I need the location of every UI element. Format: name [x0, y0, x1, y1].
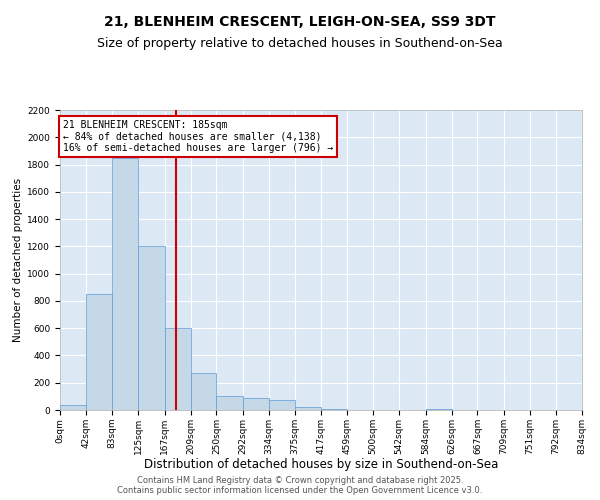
- Bar: [138, 246, 164, 410]
- Bar: [112, 158, 138, 410]
- Bar: [217, 396, 243, 410]
- Text: Size of property relative to detached houses in Southend-on-Sea: Size of property relative to detached ho…: [97, 38, 503, 51]
- Text: 21, BLENHEIM CRESCENT, LEIGH-ON-SEA, SS9 3DT: 21, BLENHEIM CRESCENT, LEIGH-ON-SEA, SS9…: [104, 15, 496, 29]
- Bar: [295, 408, 321, 410]
- Bar: [60, 405, 86, 410]
- Y-axis label: Number of detached properties: Number of detached properties: [13, 178, 23, 342]
- Bar: [164, 328, 191, 410]
- X-axis label: Distribution of detached houses by size in Southend-on-Sea: Distribution of detached houses by size …: [144, 458, 498, 471]
- Bar: [191, 373, 217, 410]
- Text: Contains HM Land Registry data © Crown copyright and database right 2025.
Contai: Contains HM Land Registry data © Crown c…: [118, 476, 482, 495]
- Bar: [269, 400, 295, 410]
- Text: 21 BLENHEIM CRESCENT: 185sqm
← 84% of detached houses are smaller (4,138)
16% of: 21 BLENHEIM CRESCENT: 185sqm ← 84% of de…: [62, 120, 333, 152]
- Bar: [243, 398, 269, 410]
- Bar: [86, 294, 112, 410]
